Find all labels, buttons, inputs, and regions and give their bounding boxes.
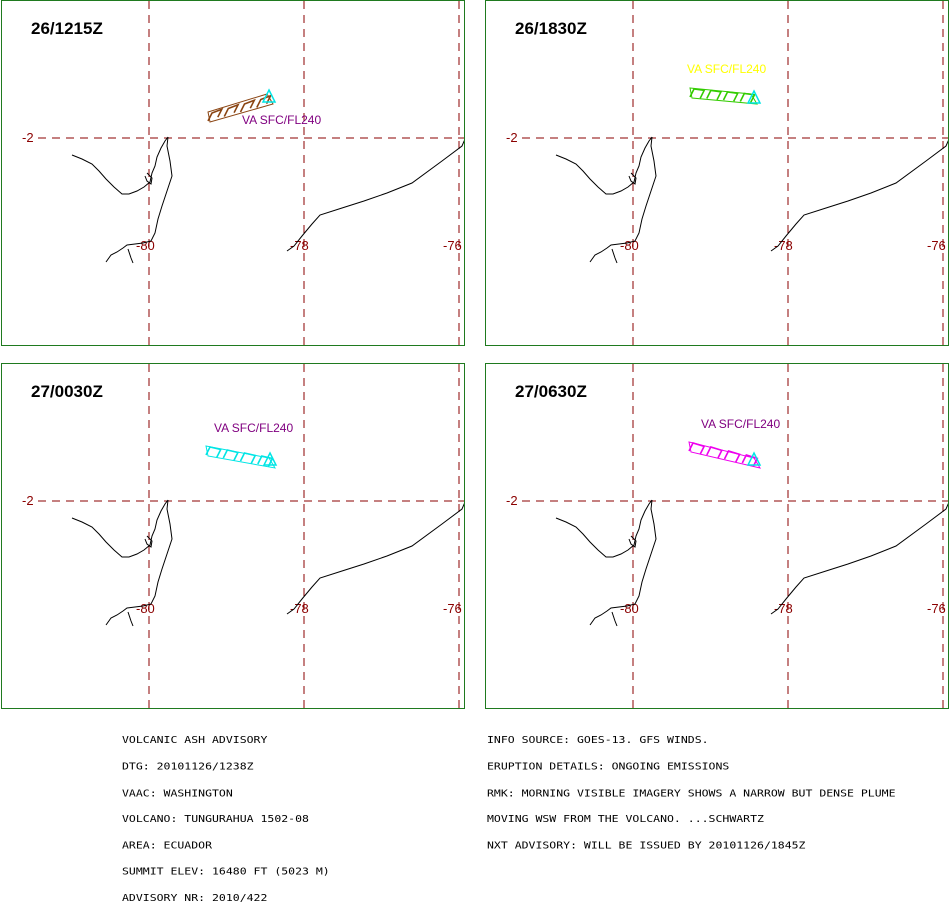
forecast-panel-26-1215z: -2 -80 -78 -76 VA SFC/FL240 26/1215Z [1, 0, 465, 346]
advisory-line: ADVISORY NR: 2010/422 [122, 891, 268, 904]
longitude-tick-label: -76 [443, 238, 462, 253]
advisory-header-block: VOLCANIC ASH ADVISORY DTG: 20101126/1238… [122, 718, 330, 911]
advisory-line: VOLCANIC ASH ADVISORY [122, 733, 268, 746]
ash-cloud-hatch [689, 88, 756, 104]
longitude-tick-label: -76 [927, 601, 946, 616]
panel-time: 26/1830Z [515, 19, 587, 38]
ash-cloud-outline [688, 441, 762, 469]
longitude-tick-label: -80 [136, 238, 155, 253]
map-canvas: -2 -80 -78 -76 VA SFC/FL240 [22, 364, 464, 708]
map-canvas: -2 -80 -78 -76 VA SFC/FL240 [506, 1, 948, 345]
panel-time: 27/0630Z [515, 382, 587, 401]
panel-time: 26/1215Z [31, 19, 103, 38]
ash-cloud-hatch [688, 442, 759, 467]
coastline [127, 248, 134, 264]
longitude-tick-label: -80 [620, 601, 639, 616]
forecast-panel-26-1830z: -2 -80 -78 -76 VA SFC/FL240 26/1830Z [485, 0, 949, 346]
ash-cloud-outline [689, 87, 758, 105]
latitude-tick-label: -2 [22, 130, 34, 145]
volcano-triangle-icon [746, 451, 762, 466]
advisory-line: DTG: 20101126/1238Z [122, 760, 254, 773]
ash-cloud-label: VA SFC/FL240 [687, 62, 766, 76]
ash-cloud-label: VA SFC/FL240 [214, 421, 293, 435]
coastline [286, 503, 464, 615]
ash-cloud-label: VA SFC/FL240 [701, 417, 780, 431]
coastline [628, 535, 637, 548]
advisory-line: SUMMIT ELEV: 16480 FT (5023 M) [122, 865, 330, 878]
advisory-remarks-block: INFO SOURCE: GOES-13. GFS WINDS. ERUPTIO… [487, 718, 896, 858]
coastline [105, 499, 173, 626]
coastline [628, 172, 637, 185]
longitude-tick-label: -78 [290, 601, 309, 616]
volcano-triangle-icon [262, 451, 278, 466]
panel-time: 27/0030Z [31, 382, 103, 401]
longitude-tick-label: -76 [927, 238, 946, 253]
longitude-tick-label: -78 [774, 238, 793, 253]
advisory-line: MOVING WSW FROM THE VOLCANO. ...SCHWARTZ [487, 812, 764, 825]
coastline [71, 499, 169, 558]
forecast-panel-27-0630z: -2 -80 -78 -76 VA SFC/FL240 27/0630Z [485, 363, 949, 709]
coastline [144, 172, 153, 185]
longitude-tick-label: -80 [136, 601, 155, 616]
ash-cloud-hatch [207, 94, 273, 122]
volcano-triangle-icon [261, 88, 277, 103]
coastline [611, 248, 618, 264]
longitude-tick-label: -76 [443, 601, 462, 616]
longitude-tick-label: -78 [290, 238, 309, 253]
advisory-line: INFO SOURCE: GOES-13. GFS WINDS. [487, 733, 709, 746]
forecast-panel-27-0030z: -2 -80 -78 -76 VA SFC/FL240 27/0030Z [1, 363, 465, 709]
ash-cloud-outline [207, 93, 274, 123]
latitude-tick-label: -2 [22, 493, 34, 508]
coastline [589, 499, 657, 626]
coastline [127, 611, 134, 627]
coastline [589, 136, 657, 263]
coastline [770, 140, 948, 252]
advisory-line: NXT ADVISORY: WILL BE ISSUED BY 20101126… [487, 839, 806, 852]
latitude-tick-label: -2 [506, 493, 518, 508]
latitude-tick-label: -2 [506, 130, 518, 145]
advisory-line: AREA: ECUADOR [122, 839, 213, 852]
coastline [105, 136, 173, 263]
map-canvas: -2 -80 -78 -76 VA SFC/FL240 [22, 1, 464, 345]
map-canvas: -2 -80 -78 -76 VA SFC/FL240 [506, 364, 948, 708]
coastline [555, 499, 653, 558]
advisory-line: ERUPTION DETAILS: ONGOING EMISSIONS [487, 760, 730, 773]
coastline [144, 535, 153, 548]
coastline [555, 136, 653, 195]
volcano-triangle-icon [746, 89, 762, 104]
coastline [286, 140, 464, 252]
coastline [770, 503, 948, 615]
longitude-tick-label: -78 [774, 601, 793, 616]
ash-cloud-outline [205, 445, 276, 469]
coastline [611, 611, 618, 627]
ash-cloud-label: VA SFC/FL240 [242, 113, 321, 127]
longitude-tick-label: -80 [620, 238, 639, 253]
advisory-line: VOLCANO: TUNGURAHUA 1502-08 [122, 812, 309, 825]
coastline [71, 136, 169, 195]
advisory-line: VAAC: WASHINGTON [122, 786, 233, 799]
advisory-line: RMK: MORNING VISIBLE IMAGERY SHOWS A NAR… [487, 786, 896, 799]
